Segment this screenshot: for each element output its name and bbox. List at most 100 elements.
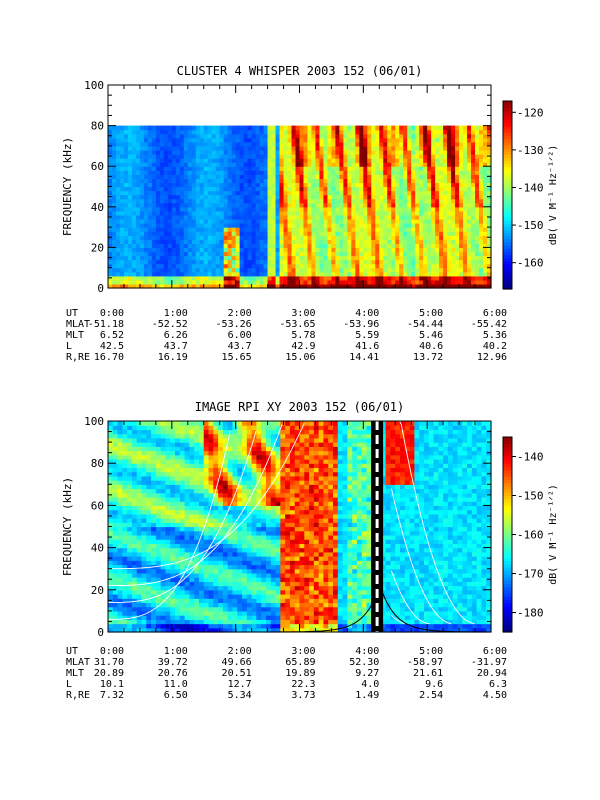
- spectrogram-cell: [165, 534, 171, 540]
- spectrogram-cell: [371, 218, 376, 224]
- spectrogram-cell: [479, 141, 484, 147]
- spectrogram-cell: [167, 218, 173, 224]
- spectrogram-cell: [171, 275, 177, 281]
- colorbar-segment: [503, 220, 512, 224]
- spectrogram-cell: [279, 275, 285, 281]
- spectrogram-cell: [195, 145, 201, 151]
- spectrogram-cell: [347, 162, 352, 167]
- spectrogram-cell: [163, 206, 169, 212]
- spectrogram-cell: [117, 530, 123, 536]
- spectrogram-cell: [141, 526, 147, 532]
- spectrogram-cell: [291, 243, 297, 248]
- spectrogram-cell: [243, 227, 249, 232]
- spectrogram-cell: [189, 518, 195, 523]
- spectrogram-cell: [135, 141, 141, 147]
- spectrogram-cell: [455, 198, 460, 204]
- colorbar-segment: [503, 179, 512, 184]
- spectrogram-cell: [475, 267, 480, 273]
- spectrogram-cell: [215, 158, 221, 163]
- spectrogram-cell: [219, 137, 225, 143]
- spectrogram-cell: [259, 214, 265, 220]
- spectrogram-cell: [347, 239, 352, 244]
- spectrogram-cell: [115, 182, 121, 188]
- colorbar-segment: [503, 132, 512, 137]
- spectrogram-cell: [375, 125, 380, 131]
- spectrogram-cell: [199, 174, 205, 179]
- spectrogram-cell: [179, 564, 186, 570]
- spectrogram-cell: [141, 530, 147, 536]
- spectrogram-cell: [119, 178, 125, 184]
- spectrogram-cell: [451, 263, 456, 269]
- spectrogram-cell: [351, 214, 356, 220]
- spectrogram-cell: [471, 174, 476, 179]
- spectrogram-cell: [395, 218, 400, 224]
- spectrogram-cell: [291, 210, 297, 216]
- colorbar-segment: [503, 144, 512, 149]
- spectrogram-cell: [117, 598, 123, 604]
- spectrogram-cell: [311, 271, 317, 277]
- spectrogram-cell: [447, 166, 452, 171]
- spectrogram-cell: [165, 496, 171, 502]
- spectrogram-cell: [147, 271, 153, 277]
- spectrogram-cell: [160, 627, 167, 633]
- spectrogram-cell: [487, 247, 492, 253]
- spectrogram-cell: [447, 174, 452, 179]
- spectrogram-cell: [184, 522, 190, 528]
- spectrogram-cell: [194, 543, 200, 549]
- spectrogram-cell: [327, 283, 333, 289]
- spectrogram-cell: [123, 283, 129, 289]
- spectrogram-cell: [117, 568, 123, 574]
- spectrogram-cell: [299, 279, 305, 285]
- spectrogram-cell: [415, 283, 420, 289]
- spectrogram-cell: [175, 206, 181, 212]
- spectrogram-cell: [235, 141, 241, 147]
- spectrogram-cell: [367, 178, 372, 184]
- spectrogram-cell: [339, 170, 344, 175]
- spectrogram-cell: [119, 125, 125, 131]
- spectrogram-cell: [215, 218, 221, 224]
- spectrogram-cell: [155, 577, 162, 582]
- spectrogram-cell: [184, 458, 190, 464]
- spectrogram-cell: [335, 263, 340, 269]
- spectrogram-cell: [119, 174, 125, 179]
- spectrogram-cell: [487, 198, 492, 204]
- spectrogram-cell: [147, 218, 153, 224]
- spectrogram-cell: [239, 194, 245, 200]
- spectrogram-cell: [379, 190, 384, 196]
- spectrogram-cell: [451, 239, 456, 244]
- spectrogram-cell: [223, 158, 229, 163]
- spectrogram-cell: [135, 251, 141, 257]
- spectrogram-cell: [203, 129, 209, 135]
- spectrogram-cell: [235, 214, 241, 220]
- spectrogram-cell: [111, 231, 117, 236]
- spectrogram-cell: [170, 623, 176, 629]
- spectrogram-cell: [287, 190, 293, 196]
- spectrogram-cell: [359, 263, 364, 269]
- spectrogram-cell: [387, 279, 392, 285]
- spectrogram-cell: [475, 149, 480, 155]
- spectrogram-cell: [403, 178, 408, 184]
- spectrogram-cell: [151, 182, 157, 188]
- spectrogram-cell: [123, 137, 129, 143]
- spectrogram-cell: [403, 210, 408, 216]
- spectrogram-cell: [327, 137, 333, 143]
- spectrogram-cell: [451, 182, 456, 188]
- spectrogram-cell: [139, 194, 145, 200]
- spectrogram-cell: [279, 170, 285, 175]
- spectrogram-cell: [267, 133, 273, 139]
- spectrogram-cell: [143, 145, 149, 151]
- spectrogram-cell: [299, 231, 305, 236]
- spectrogram-cell: [275, 231, 281, 236]
- spectrogram-cell: [108, 218, 113, 224]
- spectrogram-cell: [427, 243, 432, 248]
- spectrogram-cell: [335, 235, 340, 240]
- spectrogram-cell: [122, 534, 128, 540]
- spectrogram-cell: [108, 484, 114, 490]
- spectrogram-cell: [135, 255, 141, 261]
- spectrogram-cell: [319, 174, 325, 179]
- spectrogram-cell: [219, 133, 225, 139]
- spectrogram-cell: [136, 463, 143, 469]
- spectrogram-cell: [160, 421, 167, 426]
- spectrogram-cell: [399, 259, 404, 265]
- spectrogram-cell: [447, 247, 452, 253]
